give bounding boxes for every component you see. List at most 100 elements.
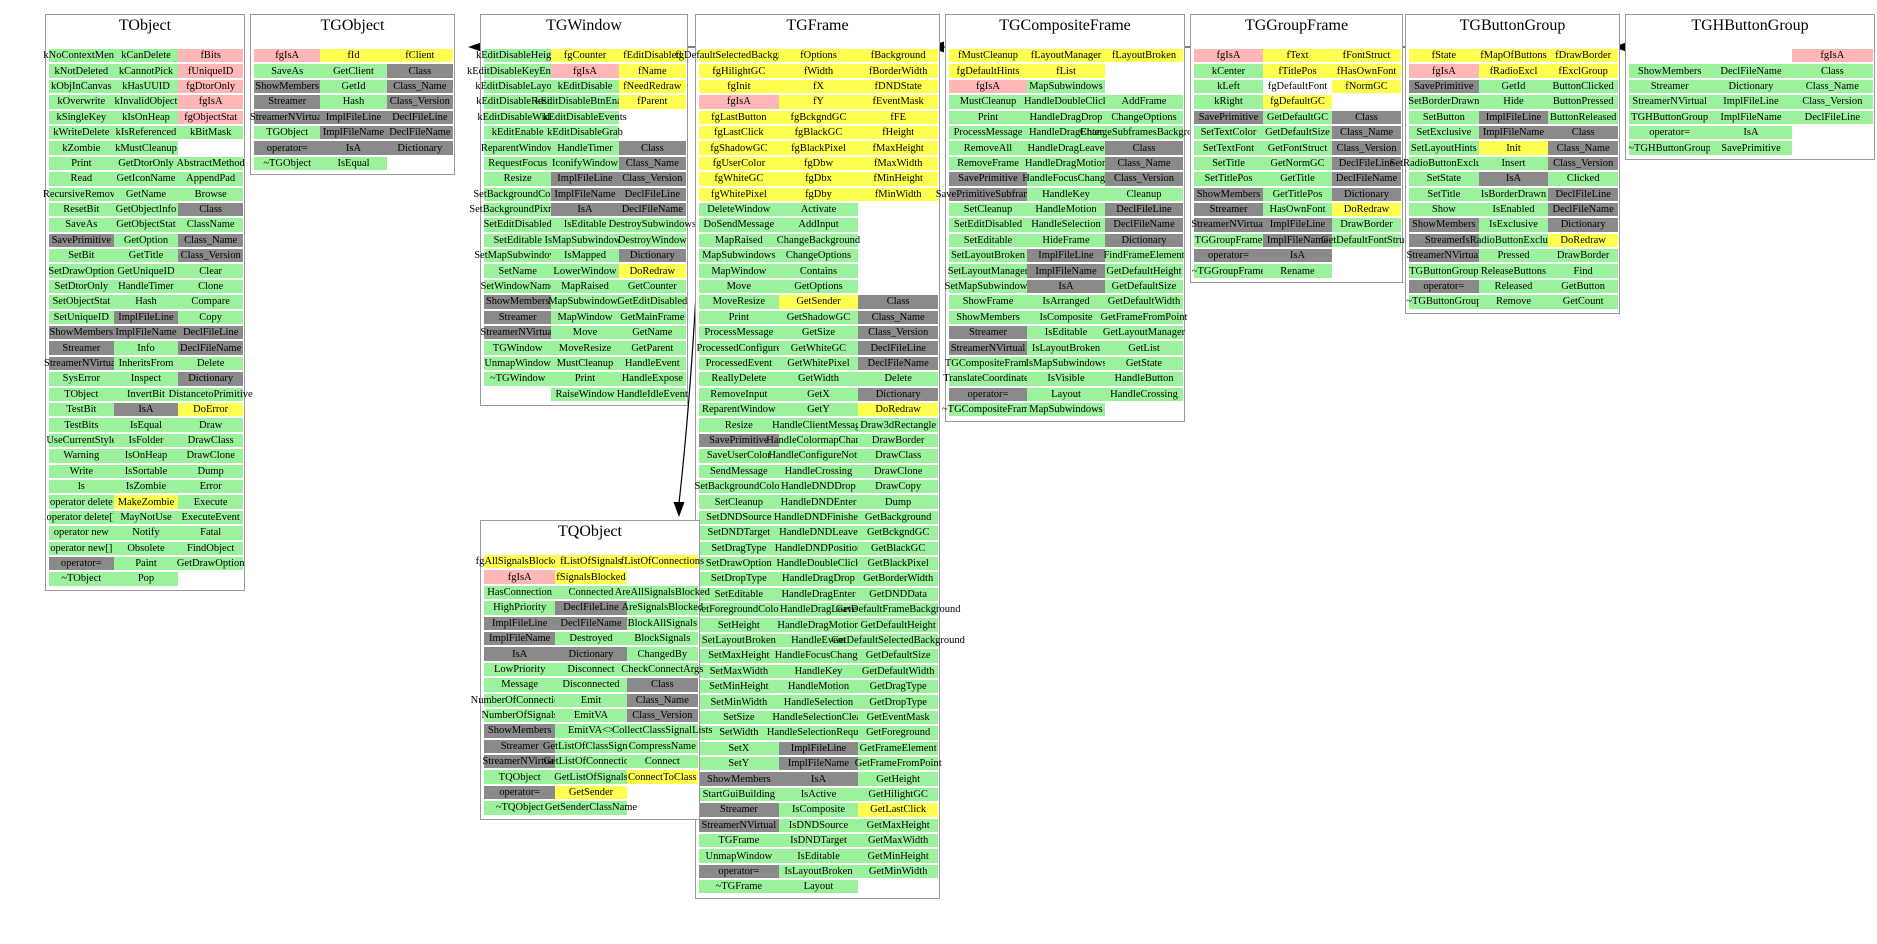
member-cell[interactable]: GetParent [618, 341, 686, 355]
member-cell[interactable]: fgCounter [551, 49, 619, 63]
member-cell[interactable]: SetDNDSource [699, 510, 779, 525]
member-cell[interactable]: Pressed [1478, 249, 1549, 263]
member-cell[interactable]: SetWidth [699, 726, 779, 740]
member-cell[interactable]: TGWindow [484, 341, 552, 355]
member-cell[interactable]: HandleKey [778, 664, 859, 679]
member-cell[interactable]: operator= [49, 556, 114, 571]
member-cell[interactable]: TGGroupFrame [1194, 233, 1263, 248]
member-cell[interactable]: GetObjectStat [113, 218, 179, 232]
member-cell[interactable]: HandleSelection [1027, 218, 1105, 232]
member-cell[interactable]: ProcessMessage [949, 125, 1027, 140]
member-cell[interactable]: IsComposite [778, 803, 859, 817]
class-title[interactable]: TGWindow [546, 17, 622, 34]
member-cell[interactable]: fHeight [858, 125, 938, 140]
member-cell[interactable]: ImplFileName [778, 756, 859, 771]
member-cell[interactable]: Notify [113, 526, 179, 540]
member-cell[interactable]: fgIsA [1791, 49, 1873, 63]
member-cell[interactable]: SetButton [1409, 110, 1479, 124]
member-cell[interactable]: GetDefaultWidth [858, 664, 938, 679]
member-cell[interactable]: MapSubwindows [699, 249, 779, 263]
member-cell[interactable]: DeclFileLine [1105, 202, 1183, 217]
member-cell[interactable]: IsDNDTarget [778, 833, 859, 848]
member-cell[interactable]: GetName [618, 326, 686, 340]
member-cell[interactable]: fRadioExcl [1478, 64, 1549, 78]
member-cell[interactable]: DoRedraw [618, 264, 686, 278]
member-cell[interactable]: SavePrimitive [1409, 79, 1479, 94]
member-cell[interactable]: HandleCrossing [778, 464, 859, 478]
member-cell[interactable]: fgDefaultSelectedBackground [675, 49, 802, 63]
member-cell[interactable]: HideFrame [1027, 233, 1105, 248]
class-title[interactable]: TGFrame [786, 17, 849, 34]
member-cell[interactable]: ImplFileLine [1478, 110, 1549, 124]
member-cell[interactable]: GetDefaultFrameBackground [836, 603, 961, 617]
member-cell[interactable]: HandleDragLeave [1027, 141, 1105, 155]
member-cell[interactable]: fNeedRedraw [618, 79, 686, 94]
member-cell[interactable]: GetHeight [858, 772, 938, 786]
member-cell[interactable]: IsActive [778, 787, 859, 802]
member-cell[interactable]: StreamerNVirtual [949, 341, 1027, 355]
member-cell[interactable]: MakeZombie [113, 495, 179, 509]
member-cell[interactable]: CheckConnectArgs [621, 662, 703, 677]
member-cell[interactable]: SendMessage [699, 464, 779, 478]
member-cell[interactable]: GetTitle [113, 249, 179, 263]
member-cell[interactable]: GetCount [1548, 295, 1618, 309]
member-cell[interactable]: kCenter [1194, 64, 1263, 78]
member-cell[interactable]: DoRedraw [1548, 233, 1618, 248]
member-cell[interactable]: Fatal [178, 526, 243, 540]
member-cell[interactable]: SetEditable [484, 233, 552, 248]
member-cell[interactable]: SetMaxWidth [699, 664, 779, 679]
member-cell[interactable]: operator delete [49, 495, 114, 509]
member-cell[interactable]: HandleEvent [618, 356, 686, 371]
member-cell[interactable]: ClassName [178, 218, 243, 232]
member-cell[interactable]: fWidth [778, 64, 859, 78]
member-cell[interactable]: DestroyWindow [618, 233, 687, 248]
member-cell[interactable]: SetX [699, 741, 779, 755]
member-cell[interactable]: SetHeight [699, 618, 779, 632]
class-title[interactable]: TGObject [320, 17, 385, 34]
member-cell[interactable]: GetState [1105, 356, 1183, 371]
member-cell[interactable]: ReparentWindow [699, 402, 779, 417]
member-cell[interactable]: Rename [1263, 264, 1332, 278]
member-cell[interactable]: fHasOwnFont [1332, 64, 1401, 78]
member-cell[interactable]: MapSubwindows [1027, 79, 1105, 94]
member-cell[interactable]: GetBckgndGC [858, 526, 938, 540]
member-cell[interactable]: Compare [178, 295, 243, 309]
member-cell[interactable]: SaveAs [49, 218, 114, 232]
member-cell[interactable]: GetDropType [858, 695, 938, 709]
member-cell[interactable]: operator= [1629, 125, 1711, 140]
member-cell[interactable]: fgDefaultGC [1263, 95, 1332, 109]
member-cell[interactable]: kInvalidObject [113, 95, 179, 109]
member-cell[interactable]: IsA [1027, 279, 1105, 294]
member-cell[interactable]: IsA [320, 141, 387, 155]
member-cell[interactable]: Streamer [1194, 202, 1263, 217]
member-cell[interactable]: CompressName [626, 739, 698, 754]
member-cell[interactable]: ShowMembers [484, 295, 552, 309]
class-title[interactable]: TObject [118, 17, 172, 34]
member-cell[interactable]: Class_Version [178, 249, 243, 263]
member-cell[interactable]: Released [1478, 279, 1549, 294]
member-cell[interactable]: ShowMembers [254, 79, 321, 94]
member-cell[interactable]: fMaxWidth [858, 156, 938, 171]
member-cell[interactable]: IsA [1710, 125, 1792, 140]
member-cell[interactable]: fgLastClick [699, 125, 779, 140]
member-cell[interactable]: GetDefaultHeight [858, 618, 938, 632]
member-cell[interactable]: Streamer [484, 739, 556, 754]
member-cell[interactable]: HandleButton [1105, 372, 1183, 386]
member-cell[interactable]: fEventMask [858, 95, 938, 109]
member-cell[interactable]: kEditDisableKeyEnable [467, 64, 568, 78]
member-cell[interactable]: Layout [778, 880, 859, 894]
member-cell[interactable]: AddInput [778, 218, 859, 232]
member-cell[interactable]: ChangeSubframesBackground [1080, 125, 1208, 140]
member-cell[interactable]: EmitVA<> [555, 724, 627, 738]
member-cell[interactable]: GetX [778, 387, 859, 401]
member-cell[interactable]: FindObject [178, 541, 243, 555]
member-cell[interactable]: Find [1548, 264, 1618, 278]
member-cell[interactable]: fNormGC [1332, 79, 1401, 94]
member-cell[interactable]: DeclFileName [1710, 64, 1792, 78]
member-cell[interactable]: GetBlackPixel [858, 556, 938, 571]
member-cell[interactable]: GetIconName [113, 172, 179, 186]
member-cell[interactable]: GetMinHeight [858, 849, 938, 863]
member-cell[interactable]: MapWindow [699, 264, 779, 278]
member-cell[interactable]: IsRadioButtonExclusive [1462, 233, 1565, 248]
member-cell[interactable]: Class_Name [858, 310, 938, 325]
